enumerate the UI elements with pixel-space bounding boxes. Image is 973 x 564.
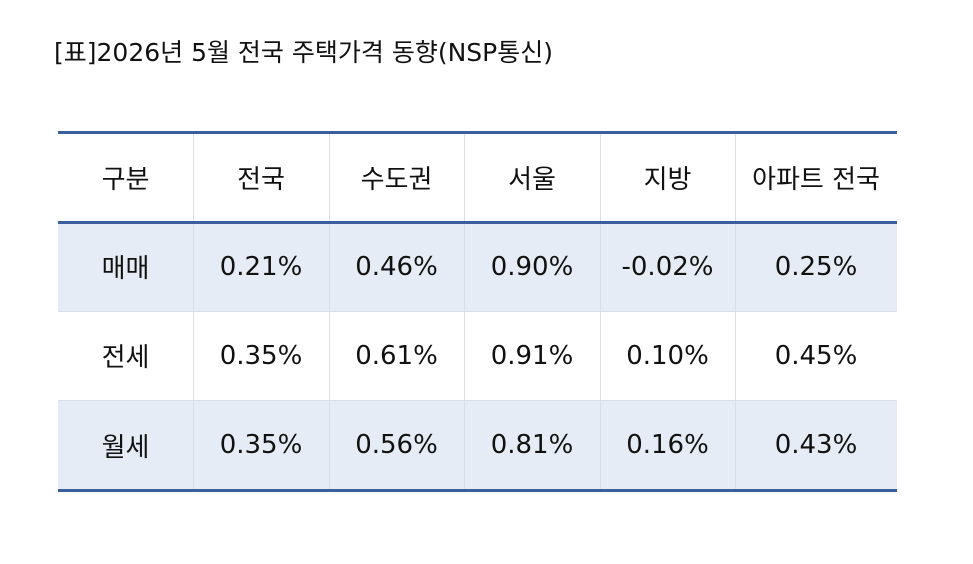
table-cell: 0.91% xyxy=(490,340,574,371)
table-cell: 0.21% xyxy=(219,251,303,282)
table-cell: 0.90% xyxy=(490,251,574,282)
row-divider xyxy=(58,221,897,224)
table-cell: 전세 xyxy=(101,343,150,373)
header-cell: 지방 xyxy=(643,164,692,195)
table-cell: 0.46% xyxy=(355,251,438,282)
row-divider xyxy=(58,131,897,134)
title: [표]2026년 5월 전국 주택가격 동향(NSP통신) xyxy=(54,38,553,67)
table-cell: 0.56% xyxy=(355,430,438,460)
table-cell: 0.16% xyxy=(626,430,709,460)
table-cell: 0.25% xyxy=(774,251,858,282)
table-cell: 0.45% xyxy=(774,340,858,371)
table-cell: -0.02% xyxy=(621,251,714,282)
table-cell: 0.35% xyxy=(219,430,303,460)
table-cell: 0.81% xyxy=(490,430,574,460)
row-shade xyxy=(58,400,897,490)
header-cell: 구분 xyxy=(101,164,150,195)
table-cell: 0.10% xyxy=(626,340,709,371)
table-cell: 0.43% xyxy=(774,430,858,460)
header-cell: 아파트 전국 xyxy=(752,164,880,195)
row-shade xyxy=(58,222,897,311)
header-cell: 전국 xyxy=(237,164,285,195)
table-cell: 매매 xyxy=(101,254,150,284)
header-cell: 서울 xyxy=(508,164,556,195)
row-divider xyxy=(58,400,897,401)
row-divider xyxy=(58,489,897,492)
header-cell: 수도권 xyxy=(360,164,433,195)
row-divider xyxy=(58,311,897,312)
table-cell: 월세 xyxy=(101,432,150,463)
table-cell: 0.61% xyxy=(355,340,438,371)
table-cell: 0.35% xyxy=(219,340,303,371)
